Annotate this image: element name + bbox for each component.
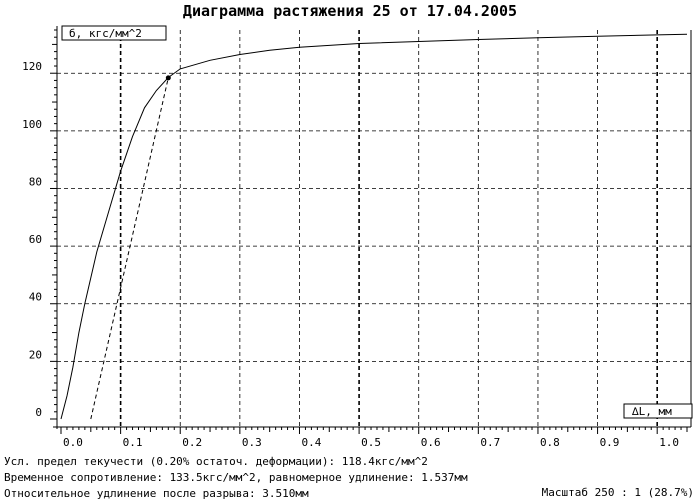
x-tick-label-1: 0.1 xyxy=(123,436,143,449)
tensile-diagram-chart: Диаграмма растяжения 25 от 17.04.2005 0.… xyxy=(22,2,693,449)
y-tick-label-0: 0 xyxy=(35,406,42,419)
x-tick-label-10: 1.0 xyxy=(659,436,679,449)
series-line-0 xyxy=(60,33,688,420)
grid-lines xyxy=(57,30,691,427)
series-group xyxy=(60,33,688,420)
y-tick-label-3: 60 xyxy=(29,233,42,246)
x-tick-label-5: 0.5 xyxy=(361,436,381,449)
x-tick-label-0: 0.0 xyxy=(63,436,83,449)
x-axis-ticks: 0.0 0.1 0.2 0.3 0.4 0.5 0.6 0.7 0.8 0.9 1.0 xyxy=(60,427,688,449)
series-line-1 xyxy=(90,77,169,420)
axes xyxy=(53,26,692,429)
x-tick-label-9: 0.9 xyxy=(600,436,620,449)
chart-title: Диаграмма растяжения 25 от 17.04.2005 xyxy=(183,2,517,20)
x-tick-label-3: 0.3 xyxy=(242,436,262,449)
x-tick-label-4: 0.4 xyxy=(301,436,321,449)
yield-point-marker-0 xyxy=(165,75,171,81)
y-tick-label-2: 40 xyxy=(29,291,42,304)
y-axis-ticks: 0 20 40 60 80 100 120 xyxy=(22,29,57,420)
footer-elongation: Относительное удлинение после разрыва: 3… xyxy=(4,487,309,500)
x-axis-label: ∆L, мм xyxy=(631,405,672,418)
y-tick-label-1: 20 xyxy=(29,348,42,361)
footer-tensile-strength: Временное сопротивление: 133.5кгс/мм^2, … xyxy=(4,471,468,484)
x-axis-label-box: ∆L, мм xyxy=(623,403,693,419)
x-tick-label-8: 0.8 xyxy=(540,436,560,449)
y-tick-label-5: 100 xyxy=(22,118,42,131)
footer-yield-strength: Усл. предел текучести (0.20% остаточ. де… xyxy=(4,455,428,468)
scale-label: Масштаб 250 : 1 (28.7%) xyxy=(541,486,694,499)
y-tick-label-4: 80 xyxy=(29,175,42,188)
y-axis-label: б, кгс/мм^2 xyxy=(69,27,142,40)
x-tick-label-2: 0.2 xyxy=(182,436,202,449)
x-tick-label-7: 0.7 xyxy=(480,436,500,449)
y-axis-label-box: б, кгс/мм^2 xyxy=(61,25,167,41)
y-tick-label-6: 120 xyxy=(22,60,42,73)
x-tick-label-6: 0.6 xyxy=(421,436,441,449)
